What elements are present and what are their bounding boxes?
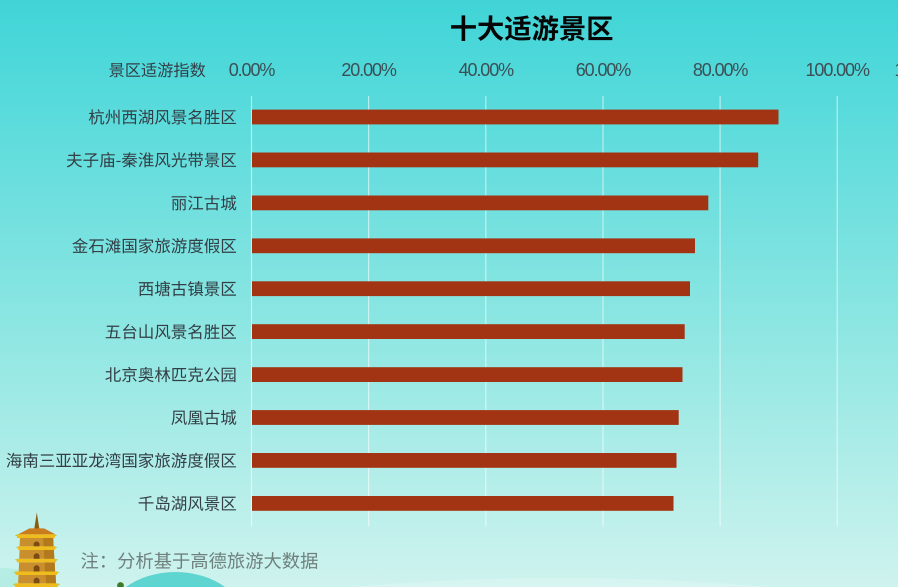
svg-text:120.00%: 120.00% (895, 60, 898, 80)
svg-text:100.00%: 100.00% (806, 60, 870, 80)
svg-text:80.00%: 80.00% (693, 60, 749, 80)
svg-text:60.00%: 60.00% (576, 60, 632, 80)
svg-text:0.00%: 0.00% (229, 60, 276, 80)
svg-text:40.00%: 40.00% (459, 60, 515, 80)
svg-text:20.00%: 20.00% (341, 60, 397, 80)
